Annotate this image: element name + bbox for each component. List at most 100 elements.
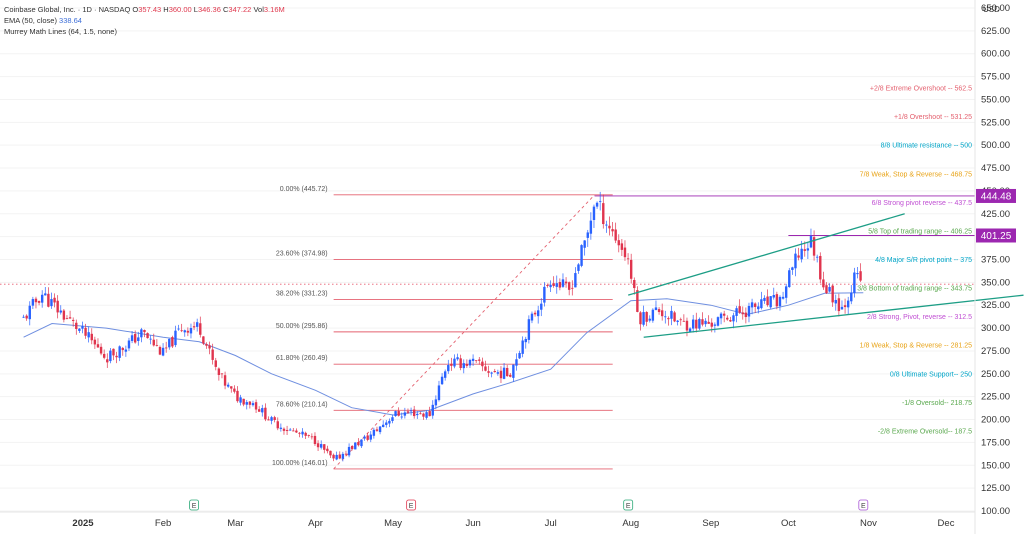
candle-up <box>815 254 819 263</box>
candle-body <box>840 306 844 310</box>
y-tick-label: 650.00 <box>981 3 1010 14</box>
candle-body <box>149 338 152 340</box>
candle-body <box>719 313 723 319</box>
candle-down <box>428 406 431 417</box>
candle-down <box>223 371 227 390</box>
candle-body <box>443 371 447 378</box>
candle-body <box>354 442 357 450</box>
candle-body <box>788 270 791 288</box>
candle-body <box>546 284 549 286</box>
candle-body <box>577 264 580 271</box>
y-tick-label: 425.00 <box>981 209 1010 220</box>
candle-down <box>478 356 481 365</box>
candle-body <box>803 249 806 251</box>
candle-down <box>313 432 317 446</box>
candle-down <box>62 308 66 323</box>
candle-down <box>397 407 400 417</box>
candle-body <box>713 324 717 326</box>
candle-down <box>738 299 741 314</box>
candle-body <box>676 320 679 322</box>
candle-up <box>378 426 382 435</box>
candle-body <box>366 435 369 440</box>
candle-body <box>825 285 828 294</box>
earnings-marker-label: E <box>192 503 197 510</box>
candle-body <box>474 360 478 362</box>
candle-body <box>109 350 112 362</box>
candle-down <box>323 444 326 454</box>
candle-body <box>450 363 453 366</box>
candle-body <box>574 273 577 288</box>
candle-body <box>468 359 472 366</box>
candle-up <box>605 220 608 233</box>
candle-body <box>261 408 264 413</box>
candle-body <box>242 398 245 405</box>
candle-down <box>533 310 537 317</box>
candle-body <box>130 335 134 341</box>
candle-body <box>245 402 248 405</box>
candle-up <box>580 244 583 268</box>
candle-down <box>571 280 574 296</box>
candle-down <box>34 296 38 309</box>
y-tick-label: 175.00 <box>981 437 1010 448</box>
candle-down <box>729 316 732 323</box>
candle-body <box>270 417 273 421</box>
candle-body <box>53 297 56 303</box>
candle-up <box>598 191 602 211</box>
murrey-line-label: 7/8 Weak, Stop & Reverse -- 468.75 <box>860 171 972 178</box>
chart-legend: Coinbase Global, Inc. · 1D · NASDAQ O357… <box>4 4 285 37</box>
x-tick-label: Feb <box>155 518 171 529</box>
candle-up <box>409 407 413 416</box>
candle-body <box>589 220 593 234</box>
candle-down <box>825 282 828 294</box>
y-tick-label: 625.00 <box>981 26 1010 37</box>
candle-down <box>236 386 239 403</box>
channel-upper-line <box>628 213 905 296</box>
candle-body <box>378 426 382 433</box>
candle-body <box>561 279 565 287</box>
candle-down <box>115 351 118 364</box>
candle-body <box>772 294 775 298</box>
legend-open-label: O <box>132 5 139 14</box>
candle-down <box>298 431 301 438</box>
earnings-marker-label: E <box>861 503 866 510</box>
candle-up <box>437 380 441 402</box>
candle-body <box>543 286 546 303</box>
candle-up <box>530 311 534 324</box>
candle-body <box>447 365 450 372</box>
candle-body <box>288 429 292 431</box>
candle-body <box>763 297 766 301</box>
x-tick-label: Jul <box>545 518 557 529</box>
legend-vol-label: Vol <box>253 5 264 14</box>
candle-body <box>347 446 351 456</box>
candle-down <box>667 316 670 326</box>
candle-body <box>146 333 149 339</box>
candle-body <box>524 338 527 343</box>
legend-low-label: L <box>193 5 198 14</box>
candle-up <box>381 420 385 428</box>
candle-body <box>189 328 193 334</box>
candle-down <box>831 284 834 307</box>
candle-down <box>558 278 562 291</box>
legend-low: 346.36 <box>197 5 221 14</box>
candle-body <box>753 303 757 307</box>
candle-body <box>769 296 772 308</box>
candle-down <box>859 263 862 283</box>
candle-body <box>313 435 317 445</box>
candle-body <box>812 237 816 256</box>
earnings-marker-box <box>406 499 417 511</box>
candle-body <box>239 397 242 403</box>
candle-down <box>722 310 726 323</box>
murrey-line-label: +2/8 Extreme Overshoot -- 562.5 <box>870 86 972 93</box>
y-tick-label: 575.00 <box>981 72 1010 83</box>
candle-body <box>161 347 165 356</box>
candle-down <box>660 303 664 321</box>
earnings-marker-box <box>623 499 634 511</box>
candle-body <box>490 372 493 374</box>
candle-up <box>118 345 121 362</box>
candle-body <box>409 410 413 412</box>
candle-body <box>155 345 159 346</box>
candle-down <box>310 433 314 440</box>
candle-body <box>400 416 403 418</box>
